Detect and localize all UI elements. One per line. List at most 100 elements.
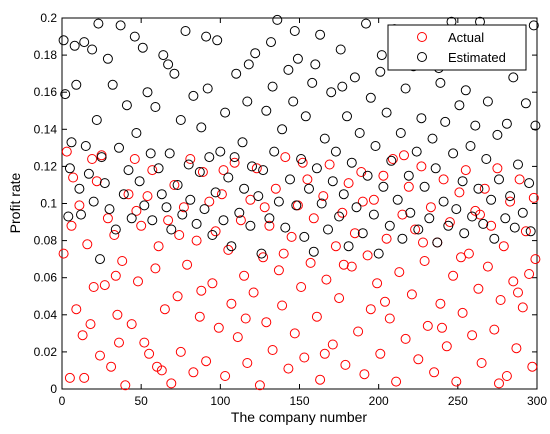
estimated-point: [266, 37, 276, 48]
estimated-point: [129, 31, 140, 42]
estimated-point: [307, 77, 318, 88]
actual-point: [79, 372, 90, 383]
actual-point: [482, 261, 493, 272]
estimated-point: [196, 122, 207, 133]
estimated-point: [142, 87, 153, 98]
actual-point: [520, 226, 531, 237]
actual-point: [299, 352, 310, 363]
actual-point: [460, 165, 471, 176]
actual-point: [486, 220, 497, 231]
estimated-point: [237, 137, 248, 148]
estimated-point: [91, 115, 102, 125]
estimated-point: [330, 146, 341, 157]
estimated-point: [163, 59, 174, 70]
estimated-point: [482, 96, 493, 107]
estimated-point: [427, 133, 438, 144]
estimated-point: [71, 79, 82, 90]
actual-point: [508, 276, 519, 287]
y-tick-label: 0.14: [34, 122, 58, 136]
actual-point: [283, 363, 294, 374]
actual-point: [123, 189, 134, 200]
actual-point: [422, 320, 433, 331]
actual-point: [410, 224, 421, 235]
actual-point: [353, 326, 364, 337]
actual-point: [66, 220, 77, 231]
estimated-point: [508, 72, 519, 83]
estimated-point: [96, 152, 107, 163]
estimated-point: [357, 228, 368, 239]
estimated-point: [204, 152, 215, 163]
estimated-point: [134, 176, 145, 187]
estimated-point: [212, 35, 223, 46]
estimated-point: [79, 37, 90, 48]
actual-point: [315, 374, 326, 385]
actual-point: [327, 339, 338, 350]
estimated-point: [509, 222, 520, 233]
estimated-point: [310, 59, 321, 70]
actual-point: [259, 202, 270, 213]
estimated-point: [110, 224, 121, 235]
estimated-point: [87, 44, 98, 55]
actual-point: [87, 154, 98, 164]
actual-point: [419, 256, 430, 266]
actual-point: [467, 330, 478, 341]
estimated-point: [63, 211, 74, 222]
actual-point: [346, 261, 357, 272]
estimated-point: [365, 92, 376, 103]
estimated-point: [177, 209, 188, 220]
actual-point: [476, 358, 487, 368]
estimated-point: [218, 215, 229, 226]
estimated-point: [147, 215, 158, 226]
y-tick-label: 0.2: [40, 11, 57, 25]
actual-point: [475, 209, 485, 220]
estimated-point: [416, 113, 427, 124]
actual-point: [413, 354, 424, 365]
estimated-point: [397, 233, 408, 244]
estimated-point: [500, 213, 511, 224]
actual-point: [337, 207, 348, 218]
estimated-point: [115, 20, 126, 31]
estimated-point: [156, 189, 167, 200]
estimated-point: [319, 133, 330, 144]
estimated-point: [308, 246, 319, 257]
estimated-point: [411, 146, 422, 157]
estimated-point: [66, 137, 77, 148]
actual-point: [438, 174, 449, 185]
estimated-point: [470, 120, 481, 131]
estimated-point: [494, 174, 504, 185]
estimated-point: [158, 50, 169, 61]
actual-point: [501, 371, 512, 381]
estimated-point: [118, 189, 129, 200]
estimated-point: [172, 180, 183, 190]
estimated-point: [528, 20, 539, 31]
estimated-point: [223, 172, 234, 183]
estimated-point: [530, 120, 541, 131]
y-tick-label: 0.04: [34, 308, 58, 322]
actual-point: [441, 341, 452, 352]
estimated-point: [346, 157, 357, 168]
estimated-point: [107, 79, 118, 90]
actual-point: [153, 241, 164, 252]
estimated-point: [201, 31, 212, 42]
actual-point: [144, 348, 155, 359]
actual-point: [514, 174, 525, 185]
estimated-point: [210, 187, 221, 198]
estimated-point: [164, 148, 175, 159]
actual-point: [110, 270, 121, 281]
actual-point: [166, 378, 177, 389]
actual-point: [437, 322, 447, 333]
estimated-point: [76, 209, 86, 220]
estimated-point: [64, 163, 75, 174]
actual-point: [133, 276, 143, 287]
actual-point: [109, 230, 120, 240]
estimated-point: [247, 161, 257, 172]
actual-point: [185, 154, 196, 164]
actual-point: [142, 191, 153, 202]
actual-point: [296, 282, 307, 292]
actual-point: [77, 330, 88, 341]
estimated-point: [315, 29, 326, 40]
actual-point: [463, 248, 474, 259]
y-tick-label: 0.1: [40, 197, 57, 211]
actual-point: [319, 348, 330, 359]
actual-point: [489, 324, 500, 335]
